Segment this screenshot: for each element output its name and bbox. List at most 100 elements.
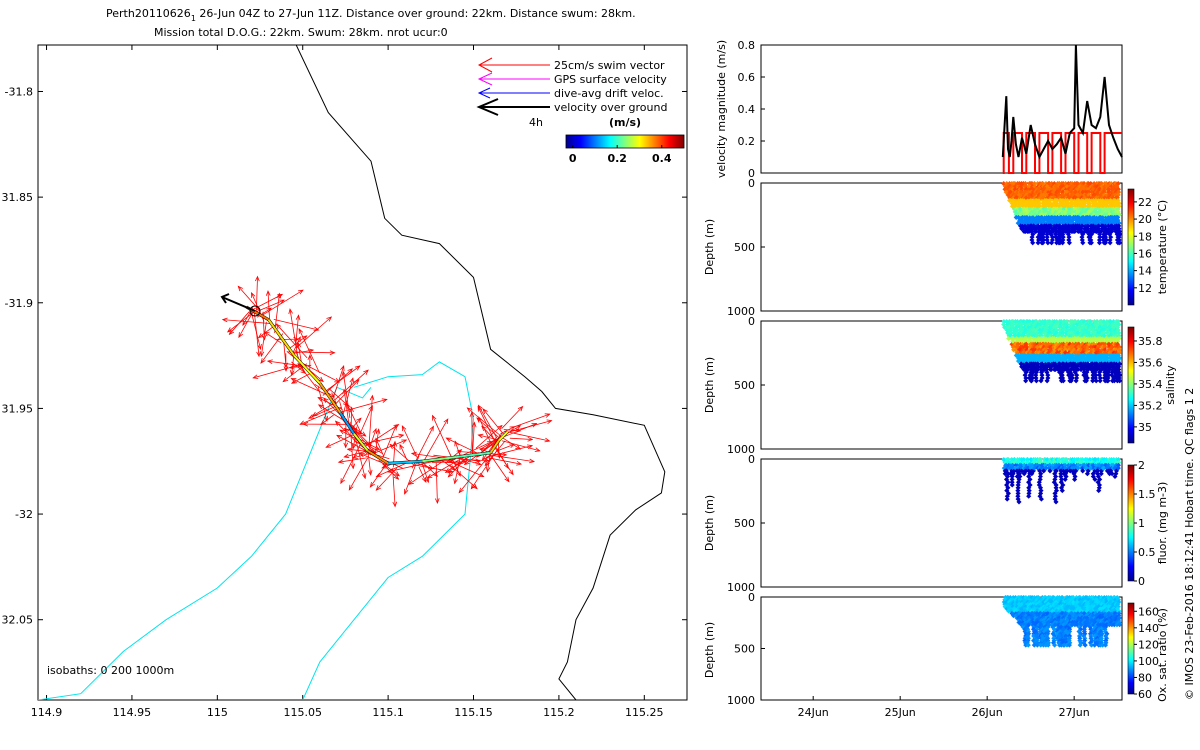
scatter-point [1107, 240, 1113, 246]
scatter-point [1105, 223, 1112, 229]
swim-vector [373, 439, 407, 454]
scatter-point [1065, 200, 1071, 206]
scatter-point [1038, 378, 1044, 384]
scatter-point [1036, 200, 1042, 206]
swim-vector [362, 434, 404, 445]
map-y-tick-label: -31.9 [5, 297, 33, 310]
swim-vectors [221, 275, 553, 508]
colorbar-tick-label: 0.5 [1138, 546, 1156, 559]
swim-vector [376, 467, 398, 491]
colorbar-tick-label: 35 [1138, 421, 1152, 434]
depth-y-tick-label: 1000 [727, 694, 755, 707]
scatter-point [1096, 223, 1102, 229]
swim-vector-head [528, 458, 536, 464]
swim-vector-head [456, 470, 461, 477]
coastline [295, 45, 666, 700]
swim-vector-head [534, 447, 541, 452]
scatter-point [1036, 186, 1042, 192]
header-line-2: Mission total D.O.G.: 22km. Swum: 28km. … [154, 26, 448, 39]
salinity-colorbar [1127, 326, 1135, 444]
swim-vector-head [501, 452, 508, 457]
swim-vector-head [301, 335, 308, 341]
speed-colorbar-tick-label: 0.4 [652, 152, 672, 165]
swim-vector-head [307, 354, 313, 361]
scatter-point [1052, 366, 1059, 373]
scatter-point [1044, 234, 1050, 240]
temperature-scatter [1001, 181, 1123, 246]
oxygen-scatter [1001, 594, 1123, 648]
swim-vector [334, 379, 360, 406]
swim-vector [378, 459, 400, 477]
swim-vector-head [369, 394, 375, 401]
swim-vector [338, 457, 367, 463]
time-x-tick-label: 27Jun [1059, 706, 1090, 719]
swim-vector-head [343, 442, 349, 449]
swim-vector [471, 422, 475, 458]
swim-vector-head [393, 424, 400, 429]
swim-vector-head [263, 331, 270, 337]
swim-vector [287, 351, 335, 354]
swim-vector-head [317, 404, 324, 410]
swim-vector [324, 365, 361, 393]
scatter-point [1028, 378, 1035, 384]
colorbar-tick-label: 35.6 [1138, 356, 1163, 369]
swim-vector [301, 362, 340, 383]
swim-vector [478, 434, 498, 440]
colorbar-tick-label: 1 [1138, 517, 1145, 530]
swim-vector-head [326, 316, 333, 322]
colorbar-tick-label: 35.8 [1138, 335, 1163, 348]
swim-vector-head [302, 421, 309, 427]
swim-vector [328, 388, 349, 406]
swim-vector-head [336, 434, 343, 440]
swim-vector-head [475, 461, 482, 466]
swim-vector-head [375, 485, 381, 491]
scatter-point [1044, 321, 1050, 328]
legend-drift-label: dive-avg drift veloc. [554, 87, 664, 100]
swim-vector-head [531, 423, 538, 428]
swim-vector [511, 413, 550, 429]
fluor-scatter [1001, 457, 1122, 505]
speed-colorbar: (m/s) 0 0.2 0.4 [565, 116, 685, 165]
swim-vector-head [343, 453, 350, 459]
swim-vector-head [283, 366, 289, 372]
legend-gps: GPS surface velocity [477, 72, 667, 86]
scatter-point [1115, 206, 1121, 212]
swim-vector-head [434, 498, 440, 505]
scatter-point [1060, 330, 1066, 336]
map-x-tick-label: 115.2 [543, 706, 575, 719]
map-y-tick-label: 31.95 [2, 402, 34, 415]
scatter-point [1116, 234, 1122, 240]
scatter-point [1038, 333, 1044, 339]
swim-vector-head [329, 392, 336, 398]
scatter-point [1080, 240, 1086, 246]
swim-vector [352, 426, 372, 447]
scatter-point [1093, 197, 1099, 204]
track-segment [367, 449, 389, 465]
colorbar-tick-label: 12 [1138, 282, 1152, 295]
swim-vector [331, 365, 345, 402]
swim-vector [340, 442, 362, 484]
swim-vector [399, 444, 408, 460]
swim-vector-head [296, 341, 302, 348]
scatter-point [1060, 335, 1067, 342]
scatter-point [1033, 378, 1039, 384]
speed-colorbar-title: (m/s) [609, 116, 641, 129]
scatter-point [1010, 321, 1016, 328]
swim-vector [292, 336, 301, 354]
swim-vector [422, 418, 449, 463]
swim-vector-head [372, 427, 377, 434]
scatter-point [1033, 228, 1039, 235]
velocity-y-ticks: 0 0.2 0.4 0.6 0.8 [738, 39, 765, 180]
swim-vector-head [308, 348, 315, 354]
fluor-axes-box [760, 458, 1123, 588]
swim-vector [478, 417, 495, 450]
scatter-point [1069, 209, 1075, 215]
time-x-tick-label: 25Jun [885, 706, 916, 719]
swim-vector [486, 457, 522, 465]
swim-vector-head [497, 424, 503, 431]
swim-vector [291, 372, 312, 384]
swim-vector [482, 408, 505, 435]
depth-y-tick-label: 0 [748, 453, 755, 466]
swim-vector-head [477, 404, 483, 411]
swim-vector-head [221, 317, 228, 323]
